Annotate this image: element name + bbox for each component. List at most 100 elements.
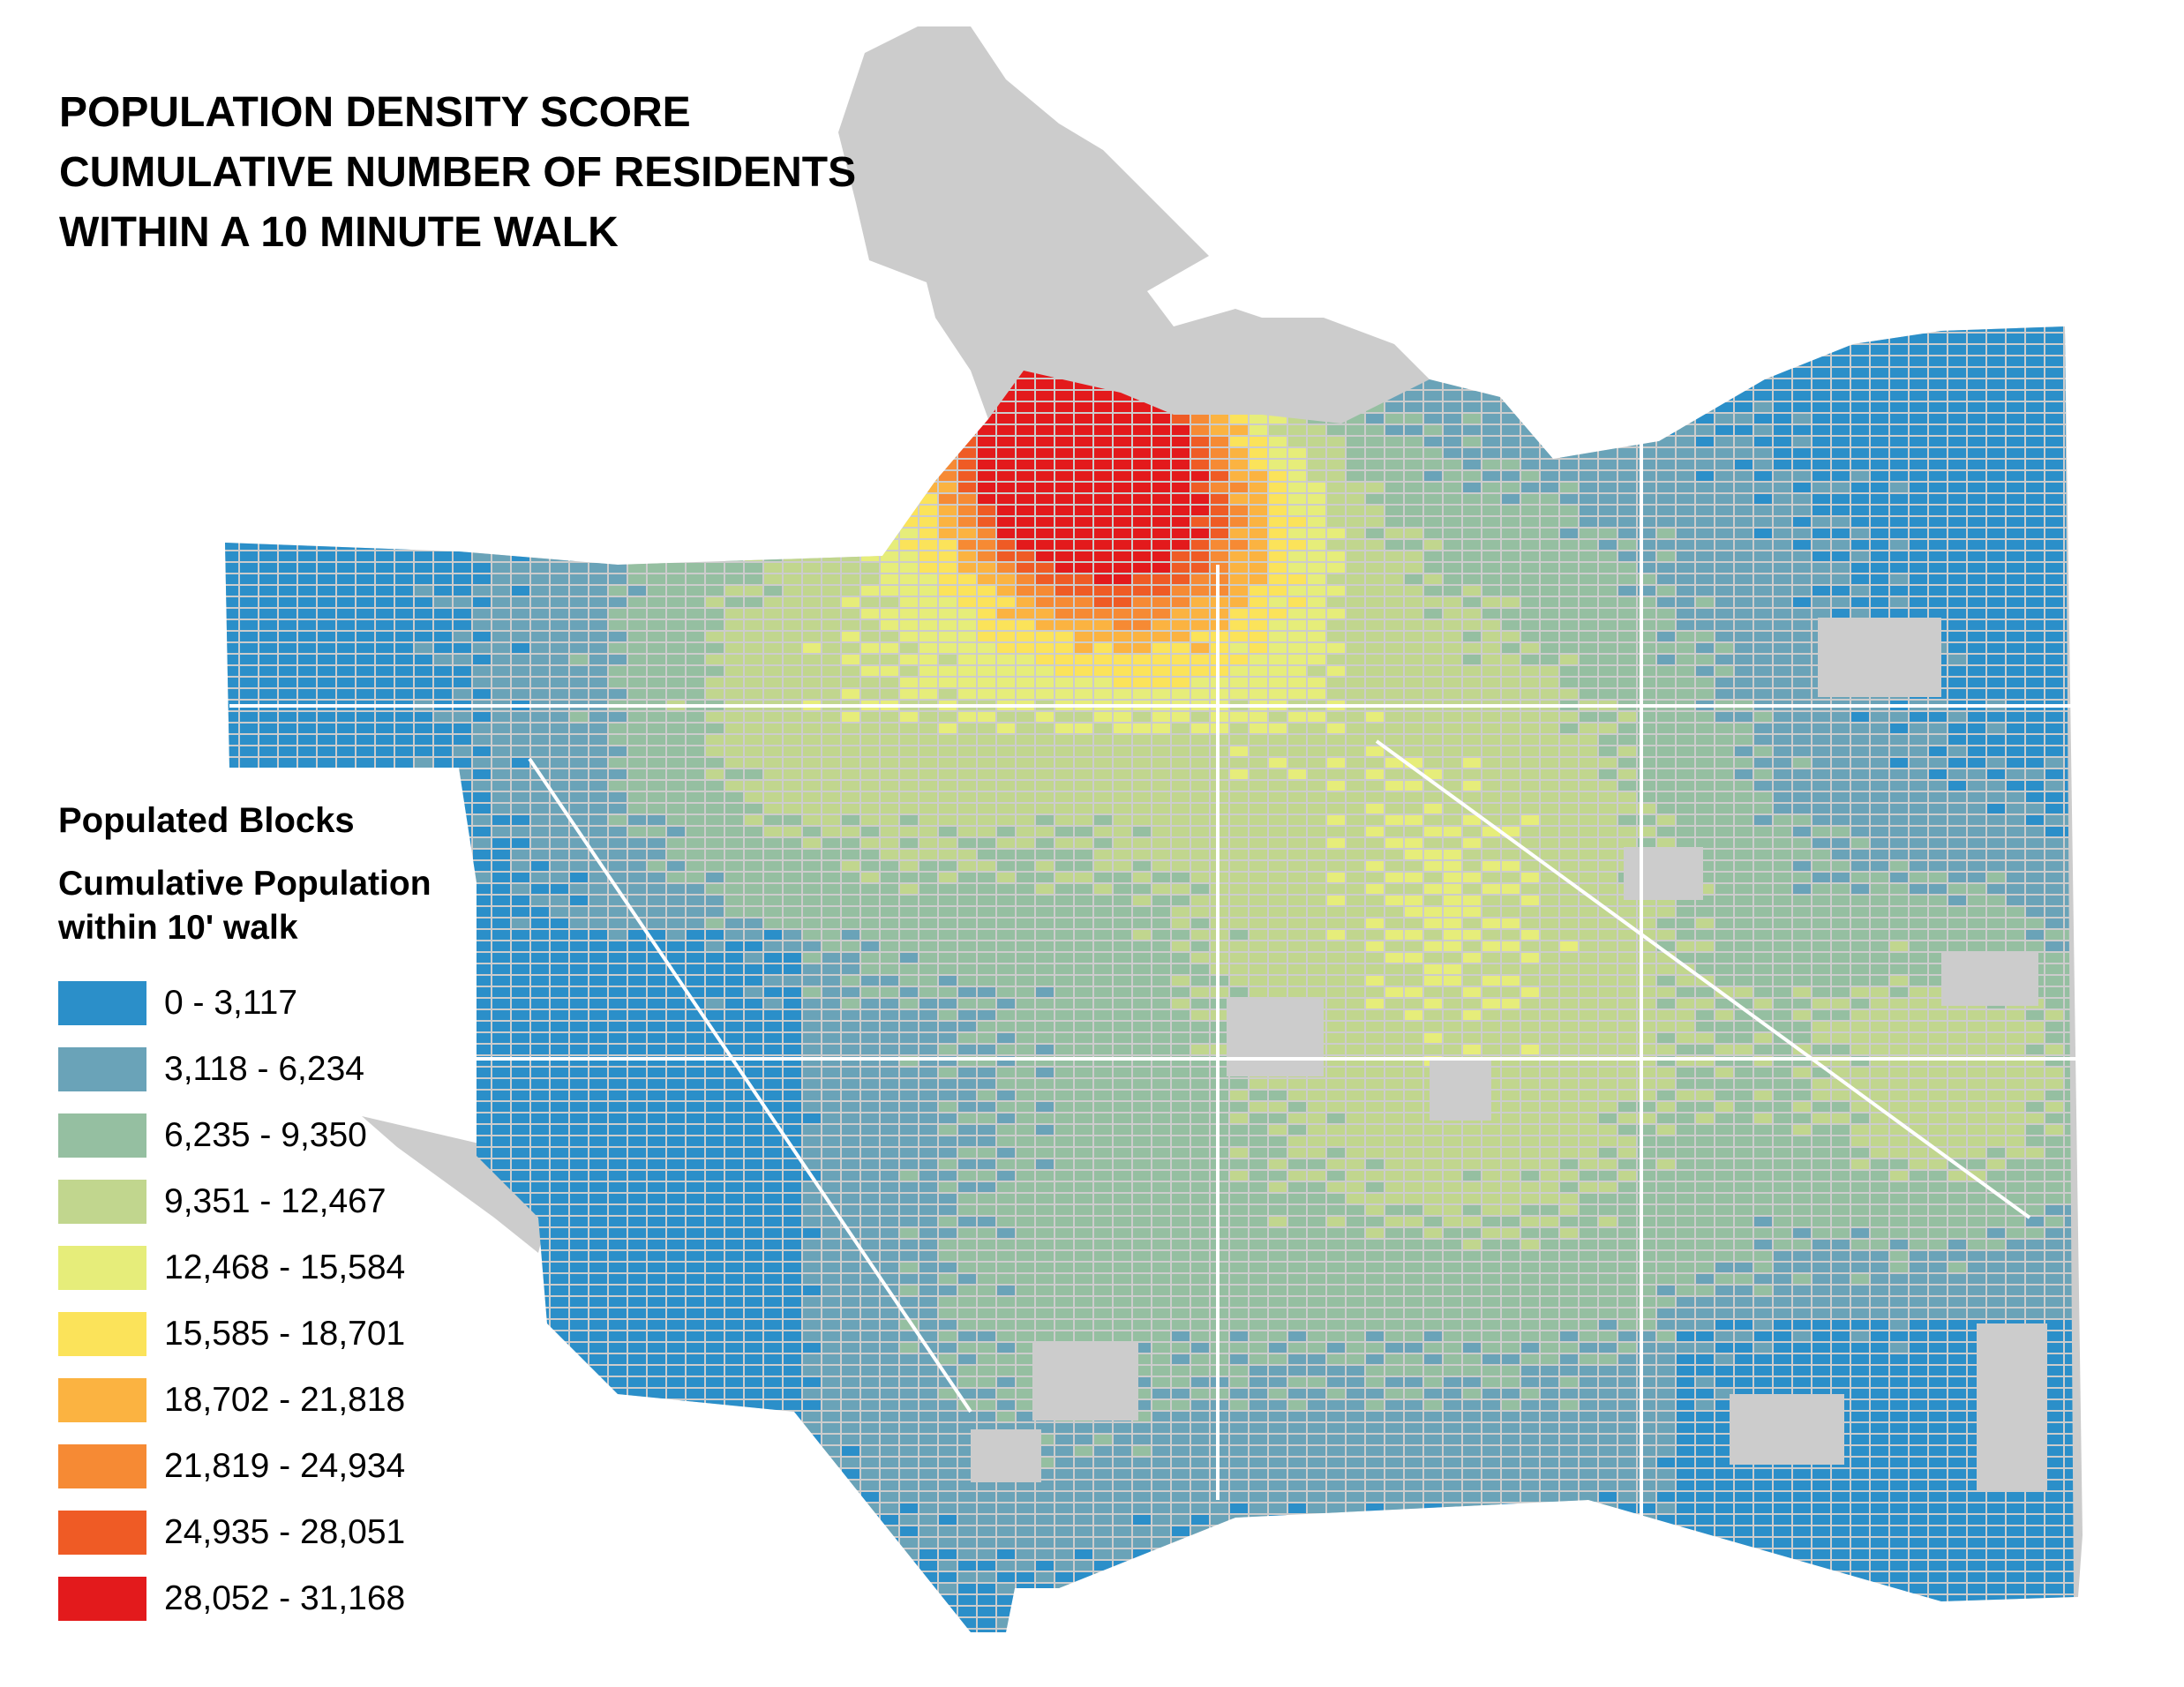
city-block [1618, 746, 1636, 756]
city-block [1502, 265, 1520, 274]
city-block [861, 265, 879, 274]
city-block [1463, 506, 1481, 515]
city-block [356, 379, 374, 389]
city-block [492, 265, 510, 274]
city-block [1560, 448, 1578, 458]
city-block [240, 574, 258, 584]
city-block [628, 574, 646, 584]
city-block [1987, 632, 2005, 641]
city-block [1482, 506, 1500, 515]
city-block [1424, 326, 1442, 332]
city-block [492, 655, 510, 664]
city-block [1385, 792, 1403, 802]
city-block [473, 804, 491, 814]
city-block [376, 655, 394, 664]
city-block [318, 563, 335, 573]
city-block [745, 391, 762, 401]
city-block [2007, 425, 2024, 435]
city-block [589, 735, 607, 745]
city-block [473, 299, 491, 309]
city-block [648, 529, 665, 538]
city-block [1502, 746, 1520, 756]
city-block [687, 620, 704, 630]
city-block [1075, 769, 1092, 779]
city-block [1774, 586, 1791, 596]
city-block [667, 506, 685, 515]
city-block [978, 724, 995, 733]
city-block [900, 448, 918, 458]
city-block [1560, 758, 1578, 768]
city-block [1968, 758, 1985, 768]
city-block [259, 334, 277, 343]
city-block [919, 724, 937, 733]
city-block [1968, 735, 1985, 745]
city-block [667, 288, 685, 297]
city-block [279, 689, 296, 699]
city-block [415, 563, 432, 573]
city-block [1541, 850, 1558, 859]
city-block [570, 276, 588, 286]
city-block [861, 379, 879, 389]
city-block [978, 712, 995, 722]
city-block [512, 574, 529, 584]
city-block [1327, 288, 1345, 297]
city-block [1288, 448, 1306, 458]
city-block [1968, 574, 1985, 584]
city-block [1910, 391, 1927, 401]
city-block [1172, 643, 1190, 653]
city-block [473, 506, 491, 515]
city-block [589, 792, 607, 802]
city-block [997, 517, 1015, 527]
city-block [240, 678, 258, 687]
city-block [1793, 299, 1811, 309]
city-block [531, 815, 549, 825]
city-block [745, 678, 762, 687]
city-block [628, 597, 646, 607]
city-block [939, 678, 957, 687]
city-block [1812, 326, 1830, 332]
city-block [939, 758, 957, 768]
city-block [1638, 265, 1655, 274]
city-block [2026, 540, 2044, 550]
city-block [1560, 311, 1578, 320]
city-block [1618, 356, 1636, 366]
city-block [1152, 643, 1170, 653]
city-block [298, 391, 316, 401]
city-block [725, 586, 743, 596]
city-block [1580, 792, 1597, 802]
city-block [609, 632, 627, 641]
city-block [667, 643, 685, 653]
city-block [1172, 769, 1190, 779]
city-block [1502, 391, 1520, 401]
city-block [1075, 460, 1092, 469]
city-block [1075, 551, 1092, 561]
city-block [1677, 437, 1694, 446]
city-block [1832, 769, 1850, 779]
city-block [415, 368, 432, 378]
city-block [225, 448, 238, 458]
city-block [1851, 586, 1869, 596]
city-block [1754, 597, 1772, 607]
city-block [1036, 494, 1054, 504]
city-block [764, 517, 782, 527]
city-block [395, 574, 413, 584]
city-block [1463, 850, 1481, 859]
city-block [978, 689, 995, 699]
city-block [706, 425, 724, 435]
city-block [1968, 792, 1985, 802]
city-block [1308, 597, 1325, 607]
city-block [1774, 471, 1791, 481]
city-block [1890, 311, 1908, 320]
city-block [1871, 288, 1888, 297]
city-block [1851, 471, 1869, 481]
city-block [1618, 678, 1636, 687]
city-block [725, 563, 743, 573]
city-block [1114, 540, 1131, 550]
city-block [667, 712, 685, 722]
city-block [1405, 838, 1422, 848]
city-block [1851, 529, 1869, 538]
city-block [1347, 827, 1364, 836]
city-block [1405, 678, 1422, 687]
city-block [434, 815, 452, 825]
city-block [1948, 437, 1966, 446]
